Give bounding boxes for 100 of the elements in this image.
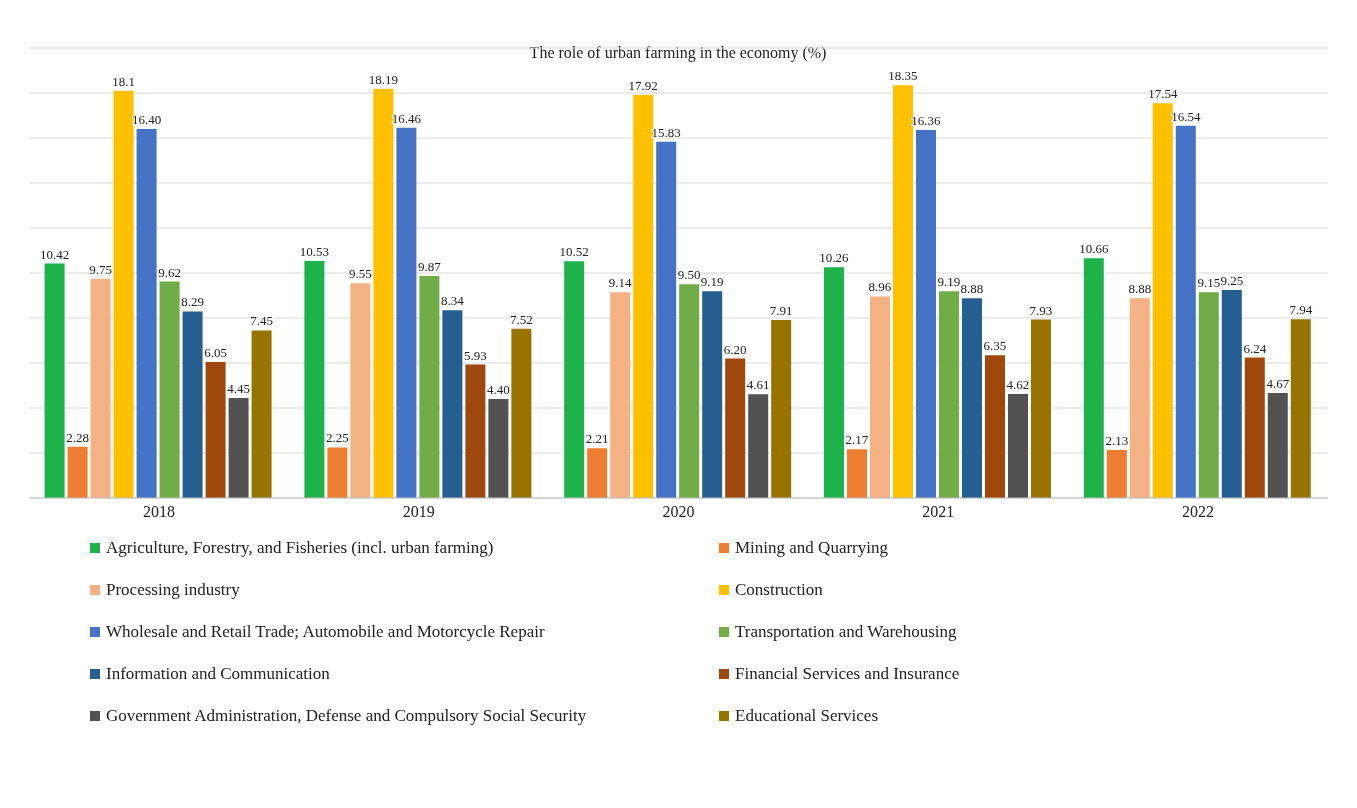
bar	[159, 281, 180, 498]
bar	[488, 399, 509, 498]
data-label: 4.62	[1006, 377, 1030, 393]
bar	[511, 328, 532, 498]
bar	[1007, 394, 1028, 498]
x-tick-label: 2021	[922, 503, 955, 521]
bar	[984, 355, 1005, 498]
data-label: 2.13	[1105, 433, 1129, 449]
data-label: 9.50	[677, 267, 701, 283]
bar	[633, 94, 654, 498]
bar	[44, 263, 65, 498]
data-label: 2.21	[585, 431, 609, 447]
bar	[1175, 125, 1196, 498]
bar	[205, 361, 226, 498]
data-label: 9.14	[608, 275, 633, 291]
bar	[327, 447, 348, 498]
bar	[419, 275, 440, 498]
bar	[442, 310, 463, 498]
data-label: 9.25	[1220, 272, 1244, 288]
bar	[1244, 357, 1265, 498]
bar	[1198, 292, 1219, 498]
data-label: 6.24	[1243, 340, 1267, 356]
data-label: 8.88	[960, 281, 984, 297]
data-label: 9.19	[700, 274, 724, 290]
bar	[251, 330, 272, 498]
bar	[961, 298, 982, 498]
bar	[136, 129, 157, 498]
data-label: 9.15	[1197, 275, 1221, 291]
data-label: 9.87	[418, 258, 442, 274]
data-label: 2.28	[66, 429, 89, 445]
bar	[1030, 319, 1051, 498]
bar	[373, 88, 394, 498]
data-label: 9.62	[158, 264, 181, 280]
bar	[679, 284, 700, 498]
bar	[1221, 289, 1242, 498]
x-tick-label: 2022	[1182, 503, 1215, 521]
data-label: 6.05	[204, 344, 227, 360]
data-label: 10.53	[299, 244, 330, 260]
bar	[564, 261, 585, 498]
data-label: 8.88	[1128, 281, 1152, 297]
bar	[702, 291, 723, 498]
data-label: 17.54	[1148, 86, 1178, 102]
data-label: 4.67	[1266, 375, 1290, 391]
bar	[1290, 319, 1311, 498]
bar	[182, 311, 203, 498]
legend-label: Mining and Quarrying	[735, 538, 888, 558]
data-label: 8.29	[181, 294, 204, 310]
bar	[1152, 103, 1173, 498]
data-label: 8.96	[868, 279, 892, 295]
legend-label: Agriculture, Forestry, and Fisheries (incl. urban farming)	[106, 538, 494, 558]
data-label: 10.66	[1079, 241, 1109, 257]
bar	[1267, 392, 1288, 498]
bar	[350, 283, 371, 498]
data-label: 6.20	[723, 341, 747, 357]
bar	[90, 278, 111, 498]
data-label: 6.35	[983, 338, 1007, 354]
data-label: 4.45	[227, 380, 250, 396]
data-label: 17.92	[628, 77, 658, 93]
data-label: 7.45	[250, 313, 273, 329]
data-label: 2.17	[845, 432, 869, 448]
x-tick-label: 2020	[662, 503, 695, 521]
legend-label: Educational Services	[735, 706, 879, 726]
bar	[748, 394, 769, 498]
data-label: 18.35	[888, 68, 918, 84]
bar	[228, 397, 249, 498]
bar	[869, 296, 890, 498]
data-label: 16.46	[391, 110, 422, 126]
bar	[304, 261, 325, 498]
data-label: 2.25	[326, 430, 349, 446]
data-label: 10.26	[819, 250, 850, 266]
legend-label: Government Administration, Defense and Compulsory Social Security	[106, 706, 587, 726]
bar	[67, 446, 88, 498]
bar	[938, 291, 959, 498]
bar	[465, 364, 486, 498]
legend-label: Transportation and Warehousing	[735, 622, 957, 642]
data-label: 8.34	[441, 293, 465, 309]
data-label: 7.93	[1029, 302, 1053, 318]
bar	[1083, 258, 1104, 498]
bar	[771, 320, 792, 498]
data-label: 9.19	[937, 274, 961, 290]
x-tick-label: 2019	[402, 503, 435, 521]
bar	[823, 267, 844, 498]
data-label: 10.52	[559, 244, 589, 260]
data-label: 4.40	[487, 382, 510, 397]
bar	[656, 141, 677, 498]
bar	[1106, 450, 1127, 498]
legend-label: Wholesale and Retail Trade; Automobile and Motorcycle Repair	[106, 622, 545, 642]
data-label: 4.61	[746, 377, 770, 393]
bar	[396, 127, 417, 498]
legend-label: Processing industry	[106, 580, 240, 600]
bar	[846, 449, 867, 498]
bar	[915, 129, 936, 498]
data-label: 18.1	[112, 73, 135, 89]
legend-label: Financial Services and Insurance	[735, 664, 960, 684]
bar	[113, 90, 134, 498]
data-label: 7.91	[769, 303, 793, 319]
legend-label: Construction	[735, 580, 823, 600]
bar	[1129, 298, 1150, 498]
bar	[725, 358, 746, 498]
data-label: 7.52	[510, 311, 533, 327]
